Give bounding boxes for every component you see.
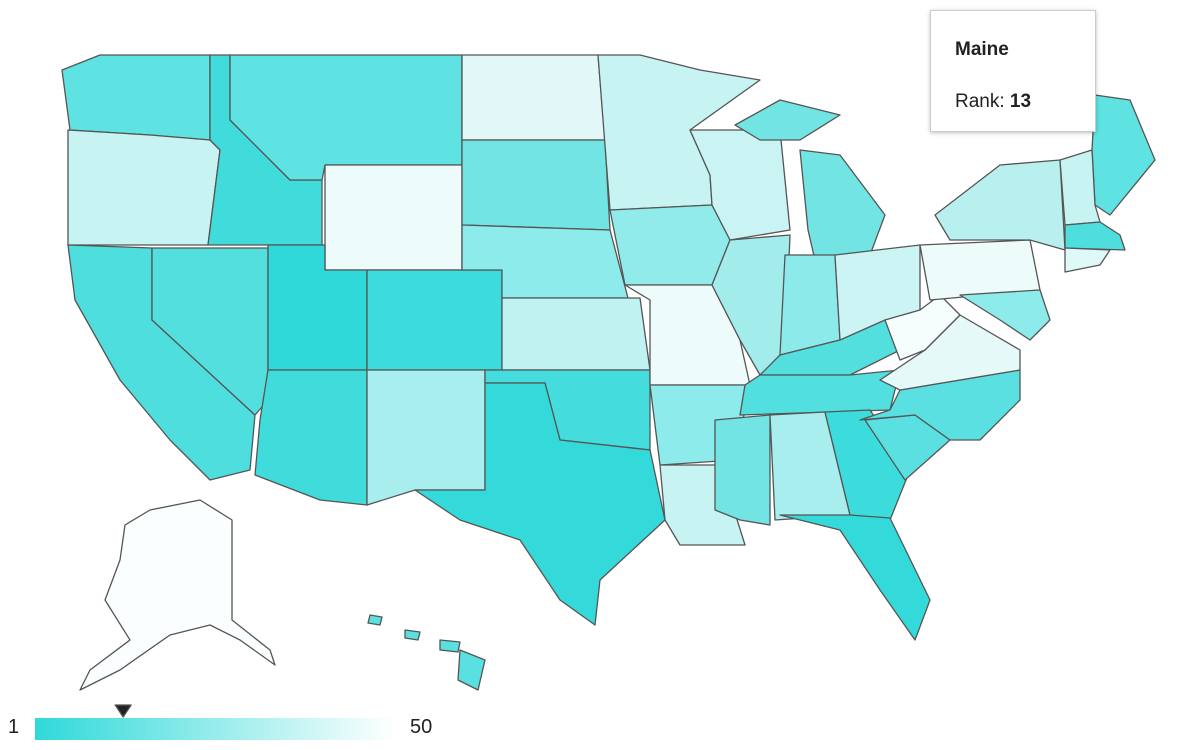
state[interactable] <box>457 649 486 691</box>
tooltip-value: 13 <box>1009 91 1032 112</box>
state[interactable] <box>1064 247 1111 273</box>
legend-max: 50 <box>410 716 433 738</box>
states <box>61 54 1156 691</box>
state[interactable] <box>324 164 463 271</box>
state[interactable] <box>414 382 666 626</box>
state[interactable] <box>779 254 841 356</box>
state[interactable] <box>404 629 421 641</box>
state[interactable] <box>959 289 1051 341</box>
legend-min: 1 <box>8 716 20 738</box>
state[interactable] <box>67 129 221 246</box>
state[interactable] <box>884 294 961 361</box>
state[interactable] <box>1091 94 1156 216</box>
state[interactable] <box>461 54 606 141</box>
state[interactable] <box>61 54 211 141</box>
state[interactable] <box>439 639 461 653</box>
state[interactable] <box>739 369 901 416</box>
tooltip: Maine Rank: 13 <box>930 10 1096 132</box>
state[interactable] <box>501 297 651 371</box>
state[interactable] <box>779 514 931 641</box>
state[interactable] <box>734 99 841 141</box>
state[interactable] <box>799 149 886 261</box>
state[interactable] <box>254 369 368 506</box>
state[interactable] <box>367 614 383 626</box>
tooltip-title: Maine <box>955 39 1009 60</box>
state[interactable] <box>609 204 731 286</box>
state[interactable] <box>79 499 276 691</box>
state[interactable] <box>714 414 771 526</box>
state[interactable] <box>1059 149 1101 226</box>
state[interactable] <box>366 369 486 506</box>
tooltip-rank: Rank: 13 <box>955 91 1095 113</box>
state[interactable] <box>366 269 503 371</box>
legend-marker <box>114 704 132 718</box>
state[interactable] <box>859 369 1021 441</box>
state[interactable] <box>824 409 911 521</box>
state[interactable] <box>1064 221 1126 251</box>
state[interactable] <box>461 139 611 231</box>
state[interactable] <box>934 159 1066 251</box>
legend-bar <box>35 718 395 740</box>
tooltip-label: Rank: <box>955 91 1005 112</box>
